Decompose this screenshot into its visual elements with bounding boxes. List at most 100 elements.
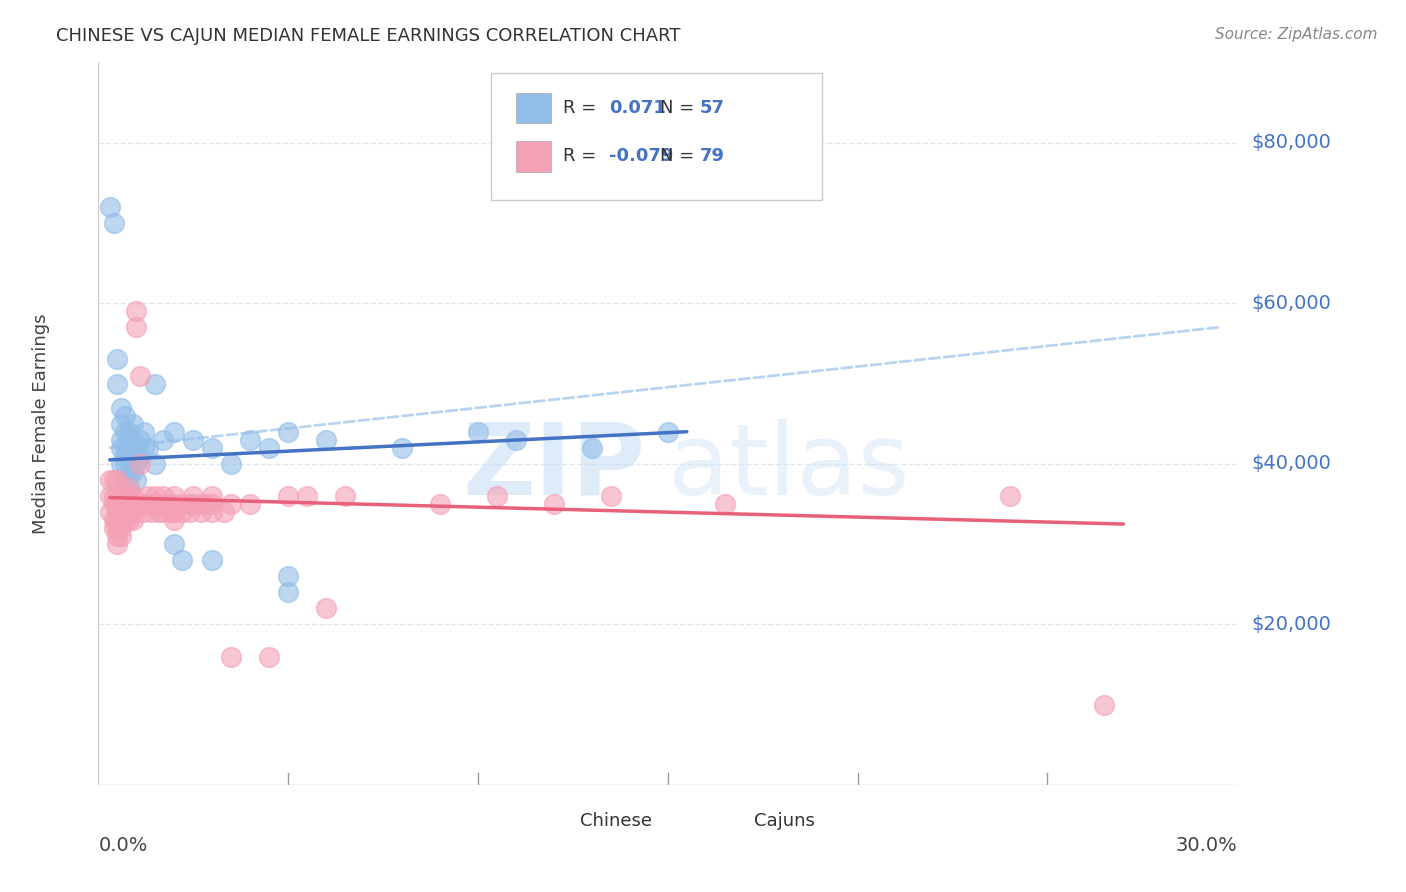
Text: 57: 57: [700, 99, 724, 117]
Text: R =: R =: [562, 147, 602, 165]
Point: [110, 433, 132, 447]
Point: [118, 489, 141, 503]
Point: [114, 513, 136, 527]
Point: [239, 433, 262, 447]
Point: [183, 489, 205, 503]
Point: [543, 497, 565, 511]
Point: [145, 457, 167, 471]
Point: [121, 417, 143, 431]
FancyBboxPatch shape: [711, 810, 748, 832]
Point: [145, 376, 167, 391]
Point: [148, 505, 170, 519]
Point: [183, 497, 205, 511]
Text: Cajuns: Cajuns: [755, 812, 815, 830]
Point: [110, 497, 132, 511]
Point: [107, 473, 129, 487]
Point: [212, 505, 235, 519]
Point: [201, 497, 224, 511]
Point: [239, 497, 262, 511]
FancyBboxPatch shape: [537, 810, 574, 832]
Text: N =: N =: [659, 99, 700, 117]
Point: [114, 505, 136, 519]
Point: [163, 505, 186, 519]
Point: [179, 505, 201, 519]
Point: [129, 457, 152, 471]
Point: [110, 417, 132, 431]
Point: [110, 521, 132, 535]
Point: [114, 449, 136, 463]
Point: [125, 473, 148, 487]
Point: [141, 505, 163, 519]
Point: [107, 505, 129, 519]
Point: [107, 529, 129, 543]
Point: [170, 553, 193, 567]
Text: 30.0%: 30.0%: [1175, 836, 1237, 855]
Point: [1094, 698, 1116, 712]
Point: [118, 505, 141, 519]
Point: [132, 441, 155, 455]
Point: [129, 449, 152, 463]
Point: [136, 497, 159, 511]
Point: [505, 433, 527, 447]
Point: [107, 513, 129, 527]
Text: -0.079: -0.079: [609, 147, 673, 165]
Point: [125, 441, 148, 455]
Point: [103, 513, 125, 527]
Point: [98, 505, 121, 519]
Point: [163, 497, 186, 511]
Point: [118, 513, 141, 527]
Text: 0.0%: 0.0%: [98, 836, 148, 855]
Point: [132, 505, 155, 519]
Point: [125, 304, 148, 318]
Point: [657, 425, 679, 439]
Point: [145, 497, 167, 511]
Point: [121, 505, 143, 519]
Point: [714, 497, 737, 511]
Text: ZIP: ZIP: [463, 418, 645, 516]
Point: [125, 320, 148, 334]
Point: [121, 489, 143, 503]
Point: [277, 585, 299, 599]
Point: [163, 513, 186, 527]
Text: Median Female Earnings: Median Female Earnings: [32, 313, 51, 534]
Point: [110, 505, 132, 519]
Point: [118, 465, 141, 479]
Point: [110, 529, 132, 543]
Text: Chinese: Chinese: [581, 812, 652, 830]
FancyBboxPatch shape: [516, 141, 551, 171]
Point: [110, 401, 132, 415]
Text: 0.071: 0.071: [609, 99, 665, 117]
Point: [114, 425, 136, 439]
Text: $20,000: $20,000: [1251, 615, 1331, 634]
Point: [121, 433, 143, 447]
Point: [152, 433, 174, 447]
Point: [297, 489, 319, 503]
Point: [201, 505, 224, 519]
Text: 79: 79: [700, 147, 724, 165]
Text: Source: ZipAtlas.com: Source: ZipAtlas.com: [1215, 27, 1378, 42]
Point: [201, 489, 224, 503]
Point: [114, 409, 136, 423]
Point: [600, 489, 623, 503]
Point: [486, 489, 509, 503]
Point: [114, 457, 136, 471]
Point: [107, 376, 129, 391]
Text: $40,000: $40,000: [1251, 454, 1331, 474]
Point: [114, 497, 136, 511]
Point: [118, 425, 141, 439]
Point: [190, 497, 212, 511]
Point: [103, 216, 125, 230]
Point: [118, 481, 141, 495]
Point: [315, 433, 337, 447]
Point: [103, 489, 125, 503]
Point: [221, 649, 243, 664]
Point: [221, 497, 243, 511]
Point: [163, 537, 186, 551]
Point: [107, 521, 129, 535]
Point: [259, 649, 281, 664]
Point: [107, 537, 129, 551]
Text: N =: N =: [659, 147, 700, 165]
Point: [141, 497, 163, 511]
Text: atlas: atlas: [668, 418, 910, 516]
Point: [136, 441, 159, 455]
